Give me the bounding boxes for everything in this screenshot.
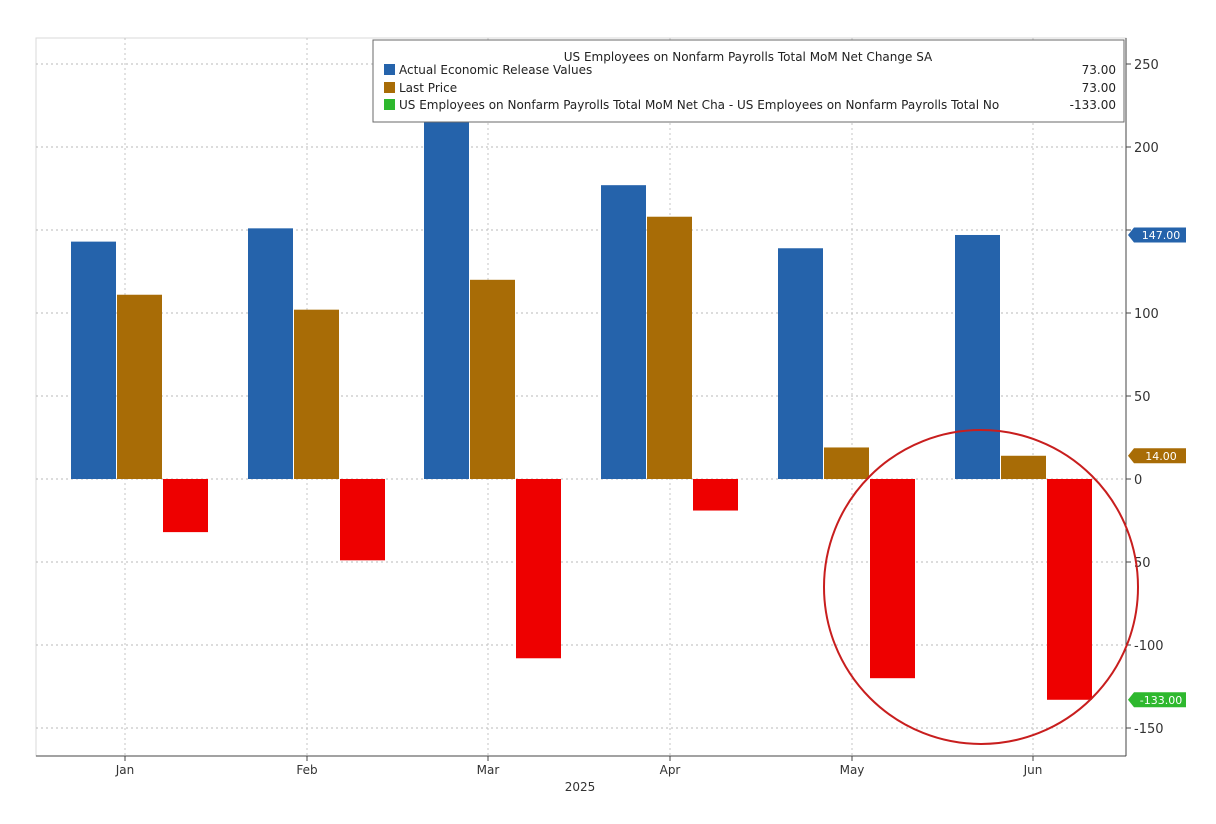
x-tick-label-mar: Mar — [477, 763, 500, 777]
bar-last-price-may — [824, 447, 869, 479]
legend: US Employees on Nonfarm Payrolls Total M… — [372, 39, 1125, 123]
x-axis-title: 2025 — [565, 780, 596, 794]
x-tick-label-may: May — [840, 763, 865, 777]
y-tick-label: -150 — [1134, 722, 1164, 737]
axis-value-tag-label: 14.00 — [1145, 450, 1177, 463]
bar-actual-jun — [955, 234, 1000, 479]
highlight-circle — [823, 429, 1139, 745]
y-tick-label: 50 — [1134, 556, 1151, 571]
axis-value-tag — [1128, 227, 1186, 243]
bar-difference-may — [870, 479, 915, 679]
bar-difference-apr — [693, 479, 738, 511]
legend-value: 73.00 — [1082, 81, 1116, 95]
bar-last-price-feb — [294, 309, 339, 479]
x-tick-label-jan: Jan — [115, 763, 135, 777]
bar-last-price-mar — [470, 279, 515, 479]
y-tick-label: -100 — [1134, 639, 1164, 654]
y-tick-label: 100 — [1134, 307, 1159, 322]
bar-difference-jun — [1047, 479, 1092, 700]
legend-label: US Employees on Nonfarm Payrolls Total M… — [399, 98, 999, 112]
bar-actual-feb — [248, 228, 293, 479]
bar-difference-feb — [340, 479, 385, 561]
y-axis: 250 200 100 50 0 50 -100 -150 — [1125, 38, 1164, 756]
x-tick-label-feb: Feb — [296, 763, 317, 777]
bar-last-price-apr — [647, 216, 692, 479]
y-tick-label: 0 — [1134, 473, 1142, 488]
x-axis: 2025 Jan Feb Mar Apr May Jun — [36, 755, 1126, 794]
axis-value-tag-label: 147.00 — [1142, 229, 1181, 242]
y-tick-label: 250 — [1134, 58, 1159, 73]
bar-difference-jan — [163, 479, 208, 533]
axis-value-tag — [1128, 692, 1186, 708]
bar-actual-may — [778, 248, 823, 479]
bar-actual-jan — [71, 241, 116, 479]
x-tick-label-apr: Apr — [660, 763, 681, 777]
y-tick-label: 200 — [1134, 141, 1159, 156]
plot-area — [35, 37, 1127, 757]
bar-last-price-jun — [1001, 455, 1046, 479]
legend-swatch — [384, 82, 395, 93]
y-tick-label: 50 — [1134, 390, 1151, 405]
bar-last-price-jan — [117, 294, 162, 479]
grid-lines — [36, 38, 1126, 756]
legend-box — [372, 39, 1125, 123]
legend-value: 73.00 — [1082, 63, 1116, 77]
bars-group — [71, 122, 1092, 700]
axis-value-tag — [1128, 448, 1186, 464]
axis-value-tag-label: -133.00 — [1140, 694, 1182, 707]
chart-title: US Employees on Nonfarm Payrolls Total M… — [564, 50, 933, 64]
legend-swatch — [384, 99, 395, 110]
annotations — [823, 429, 1139, 745]
legend-value: -133.00 — [1070, 98, 1116, 112]
legend-label: Last Price — [399, 81, 457, 95]
bar-actual-mar — [424, 122, 469, 479]
bar-actual-apr — [601, 185, 646, 479]
x-tick-label-jun: Jun — [1023, 763, 1043, 777]
legend-swatch — [384, 64, 395, 75]
bar-difference-mar — [516, 479, 561, 659]
axis-value-tags: 147.00 14.00 -133.00 — [1128, 227, 1186, 708]
legend-label: Actual Economic Release Values — [399, 63, 592, 77]
